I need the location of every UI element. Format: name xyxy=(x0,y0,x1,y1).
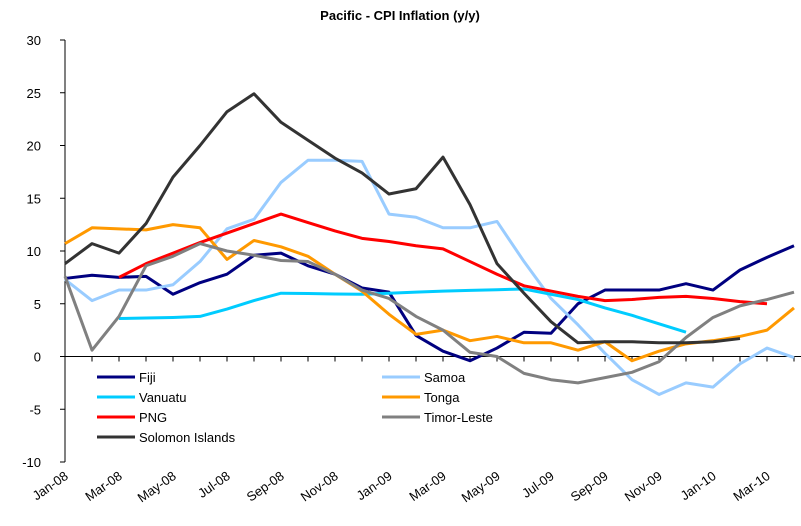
y-tick-label: -10 xyxy=(22,455,41,470)
series-line xyxy=(118,212,768,306)
series-line xyxy=(64,92,741,345)
x-tick-label: Mar-10 xyxy=(730,468,772,504)
x-tick-label: Jan-09 xyxy=(354,468,395,503)
y-tick-label: 5 xyxy=(34,297,41,312)
x-tick-label: Nov-08 xyxy=(298,468,341,504)
legend-label: Solomon Islands xyxy=(139,430,236,445)
series-line xyxy=(64,244,795,363)
y-tick-label: 0 xyxy=(34,350,41,365)
x-tick-label: May-08 xyxy=(135,468,179,505)
series-line xyxy=(64,158,795,396)
legend-label: Fiji xyxy=(139,370,156,385)
y-tick-label: 10 xyxy=(27,244,41,259)
series-line xyxy=(118,287,687,334)
x-tick-label: Mar-08 xyxy=(82,468,124,504)
x-tick-label: Mar-09 xyxy=(406,468,448,504)
legend-label: Tonga xyxy=(424,390,460,405)
y-tick-label: 30 xyxy=(27,33,41,48)
x-tick-label: Jul-09 xyxy=(519,468,557,501)
legend-label: Timor-Leste xyxy=(424,410,493,425)
x-tick-label: Jan-08 xyxy=(30,468,71,503)
x-tick-label: Sep-09 xyxy=(568,468,611,504)
x-tick-label: May-09 xyxy=(459,468,503,505)
x-tick-label: Jan-10 xyxy=(678,468,719,503)
y-tick-label: 20 xyxy=(27,139,41,154)
x-tick-label: Jul-08 xyxy=(195,468,233,501)
y-tick-label: -5 xyxy=(29,402,41,417)
y-tick-label: 15 xyxy=(27,191,41,206)
x-tick-label: Nov-09 xyxy=(622,468,665,504)
y-tick-label: 25 xyxy=(27,86,41,101)
legend-label: Samoa xyxy=(424,370,466,385)
series-line xyxy=(64,223,795,363)
x-tick-label: Sep-08 xyxy=(244,468,287,504)
legend-label: PNG xyxy=(139,410,167,425)
series-line xyxy=(63,242,795,385)
chart-title: Pacific - CPI Inflation (y/y) xyxy=(320,8,480,23)
legend-label: Vanuatu xyxy=(139,390,186,405)
